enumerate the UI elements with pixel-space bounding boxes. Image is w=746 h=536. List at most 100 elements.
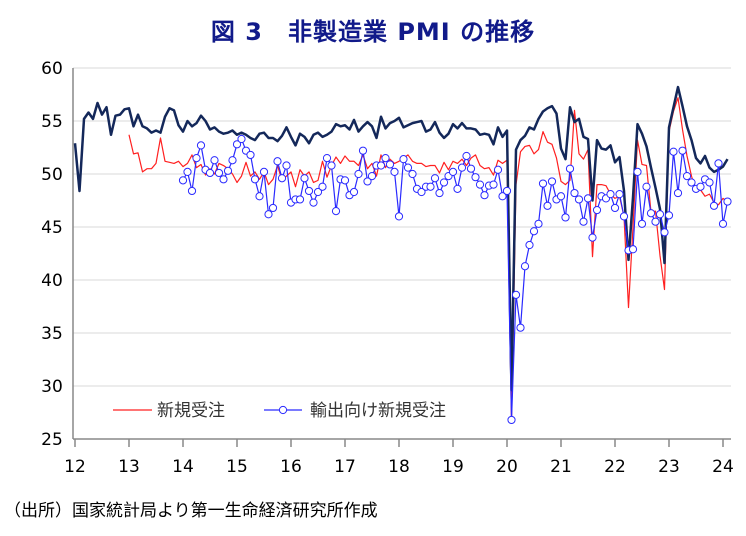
data-point xyxy=(714,159,723,168)
y-tick-label: 45 xyxy=(41,218,63,238)
x-tick-label: 24 xyxy=(712,457,734,477)
data-point xyxy=(277,174,287,183)
data-point xyxy=(516,323,525,332)
data-point xyxy=(331,207,341,216)
data-point xyxy=(498,192,507,201)
data-point xyxy=(250,175,260,184)
data-point xyxy=(565,164,575,173)
data-point xyxy=(664,211,674,220)
data-point xyxy=(214,168,224,178)
data-point xyxy=(196,141,206,150)
data-point xyxy=(556,192,566,201)
data-point xyxy=(322,154,332,163)
data-point xyxy=(705,178,714,187)
data-point xyxy=(273,157,282,166)
data-point xyxy=(579,217,588,226)
data-point xyxy=(561,213,570,222)
data-point xyxy=(354,169,363,179)
legend-marker xyxy=(278,405,288,415)
data-point xyxy=(678,146,687,155)
x-tick-label: 23 xyxy=(658,457,680,477)
data-point xyxy=(327,161,336,170)
data-point xyxy=(264,210,273,219)
data-point xyxy=(462,151,471,161)
x-tick-label: 15 xyxy=(226,457,248,477)
y-tick-label: 35 xyxy=(41,324,63,344)
data-point xyxy=(340,176,350,185)
data-point xyxy=(417,187,426,197)
data-point xyxy=(507,415,516,425)
data-point xyxy=(367,172,377,181)
data-point xyxy=(718,219,728,228)
data-point xyxy=(246,150,255,160)
x-tick-label: 18 xyxy=(388,457,410,477)
data-point xyxy=(529,227,539,236)
data-point xyxy=(426,182,435,191)
data-point xyxy=(394,212,404,221)
data-point xyxy=(480,191,489,200)
data-point xyxy=(259,167,269,176)
data-point xyxy=(538,179,548,188)
data-point xyxy=(651,217,660,226)
data-point xyxy=(511,290,521,299)
data-point xyxy=(219,175,228,184)
data-point xyxy=(673,188,683,198)
data-point xyxy=(588,233,597,242)
data-point xyxy=(637,219,647,228)
data-point xyxy=(471,173,480,182)
x-tick-label: 20 xyxy=(496,457,518,477)
data-point xyxy=(687,178,696,187)
data-point xyxy=(205,168,215,178)
data-point xyxy=(696,182,705,191)
data-point xyxy=(628,245,638,254)
data-point xyxy=(655,210,665,219)
y-tick-label: 25 xyxy=(41,430,63,450)
data-point xyxy=(525,240,534,250)
data-point xyxy=(543,201,552,210)
x-tick-label: 19 xyxy=(442,457,464,477)
series-line-0 xyxy=(73,85,729,392)
y-tick-label: 30 xyxy=(41,377,63,397)
data-point xyxy=(520,262,530,271)
data-point xyxy=(489,180,498,189)
data-point xyxy=(376,161,386,170)
data-point xyxy=(435,188,444,198)
data-point xyxy=(619,212,629,221)
data-point xyxy=(228,156,237,165)
data-point xyxy=(282,161,291,170)
data-point xyxy=(223,166,233,175)
series-line-1 xyxy=(128,97,728,424)
x-tick-label: 13 xyxy=(118,457,140,477)
data-point xyxy=(399,155,408,164)
data-point xyxy=(187,186,197,196)
x-tick-label: 17 xyxy=(334,457,356,477)
data-point xyxy=(502,186,512,196)
data-point xyxy=(403,163,413,172)
data-point xyxy=(385,160,395,169)
data-point xyxy=(475,180,485,189)
data-point xyxy=(363,177,372,186)
data-point xyxy=(633,167,642,176)
y-tick-label: 50 xyxy=(41,165,63,185)
data-point xyxy=(430,174,440,183)
data-point xyxy=(309,198,318,207)
data-point xyxy=(709,201,719,210)
data-point xyxy=(610,203,620,213)
data-point xyxy=(583,194,593,203)
x-tick-label: 14 xyxy=(172,457,194,477)
data-point xyxy=(232,140,242,149)
data-point xyxy=(723,197,732,206)
data-point xyxy=(682,172,692,181)
legend-label: 輸出向け新規受注 xyxy=(310,401,446,421)
data-point xyxy=(295,195,305,204)
data-point xyxy=(606,190,615,199)
data-point xyxy=(183,167,192,176)
data-point xyxy=(192,154,201,163)
data-point xyxy=(390,167,399,176)
data-point xyxy=(300,174,309,183)
data-point xyxy=(570,188,579,198)
data-point xyxy=(669,147,678,156)
data-point xyxy=(574,195,584,204)
data-point xyxy=(660,228,669,237)
